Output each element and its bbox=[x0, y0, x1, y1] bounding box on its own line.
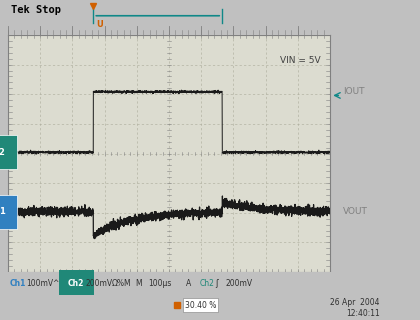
Text: Ch2: Ch2 bbox=[68, 279, 84, 289]
Text: 2: 2 bbox=[0, 148, 5, 157]
Text: 30.40 %: 30.40 % bbox=[185, 300, 216, 309]
Text: 12:40:11: 12:40:11 bbox=[346, 309, 380, 318]
Text: 1: 1 bbox=[0, 207, 5, 216]
Text: 26 Apr  2004: 26 Apr 2004 bbox=[331, 298, 380, 307]
Text: Ch1: Ch1 bbox=[10, 279, 26, 289]
Text: IOUT: IOUT bbox=[343, 87, 365, 96]
Text: VOUT: VOUT bbox=[343, 207, 368, 216]
Text: ^^: ^^ bbox=[52, 279, 65, 289]
Text: Ch2: Ch2 bbox=[200, 279, 215, 289]
Text: 200mV: 200mV bbox=[86, 279, 113, 289]
Text: M: M bbox=[135, 279, 142, 289]
Text: U: U bbox=[97, 20, 103, 29]
Text: 200mV: 200mV bbox=[225, 279, 252, 289]
Text: Tek Stop: Tek Stop bbox=[11, 5, 61, 15]
Text: ʃ: ʃ bbox=[215, 279, 218, 289]
Text: Ω%M: Ω%M bbox=[112, 279, 131, 289]
Text: VIN = 5V: VIN = 5V bbox=[280, 56, 320, 65]
Text: A: A bbox=[186, 279, 191, 289]
Text: 100μs: 100μs bbox=[148, 279, 171, 289]
Text: 100mV: 100mV bbox=[26, 279, 53, 289]
